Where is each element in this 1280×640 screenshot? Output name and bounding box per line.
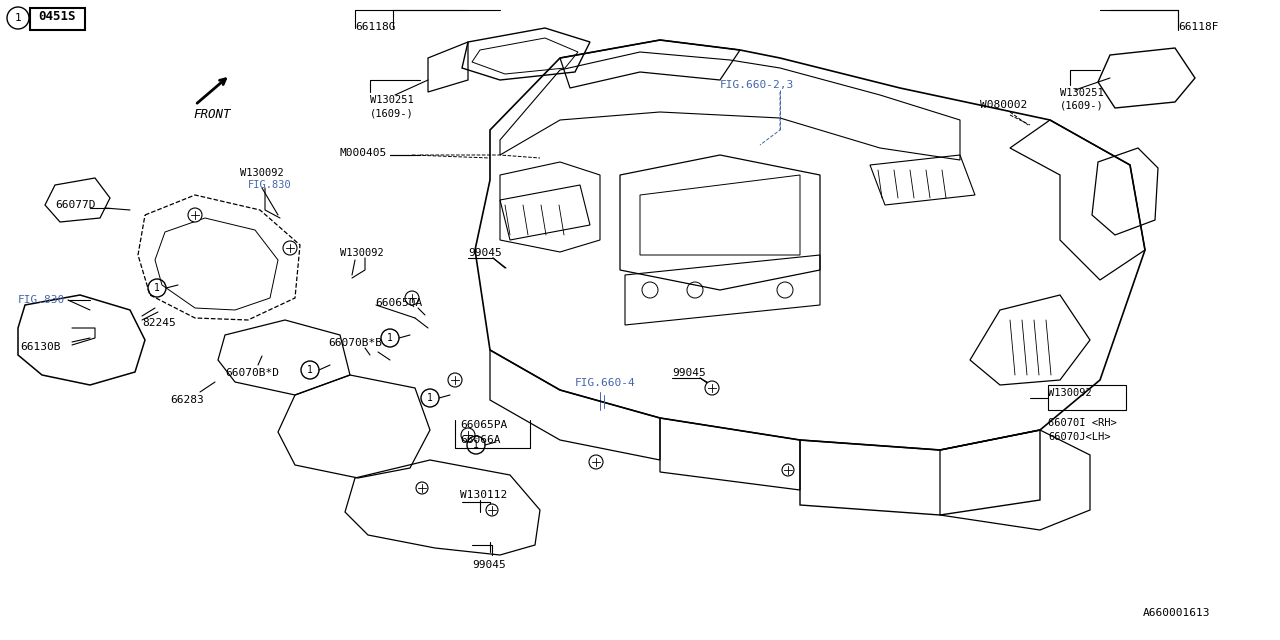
Text: W130092: W130092 [340,248,384,258]
Text: W130112: W130112 [460,490,507,500]
Circle shape [782,464,794,476]
Text: 66130B: 66130B [20,342,60,352]
Text: 66070B*B: 66070B*B [328,338,381,348]
Text: 66283: 66283 [170,395,204,405]
Text: W130251: W130251 [370,95,413,105]
Text: 99045: 99045 [672,368,705,378]
Text: FIG.830: FIG.830 [18,295,65,305]
Circle shape [404,291,419,305]
Text: W130092: W130092 [241,168,284,178]
Text: W130251: W130251 [1060,88,1103,98]
Circle shape [283,241,297,255]
Text: 1: 1 [474,440,479,450]
Bar [29,8,84,30]
Text: FIG.660-2,3: FIG.660-2,3 [719,80,795,90]
Text: 1: 1 [387,333,393,343]
Text: 66118F: 66118F [1178,22,1219,32]
Text: W130092: W130092 [1048,388,1092,398]
Text: FIG.830: FIG.830 [248,180,292,190]
Text: A660001613: A660001613 [1143,608,1210,618]
Text: FRONT: FRONT [193,108,230,121]
Text: 66070J<LH>: 66070J<LH> [1048,432,1111,442]
Bar [1048,385,1126,410]
Circle shape [416,482,428,494]
Circle shape [486,504,498,516]
Text: 66070I <RH>: 66070I <RH> [1048,418,1116,428]
Text: 1: 1 [428,393,433,403]
Circle shape [448,373,462,387]
Text: 1: 1 [154,283,160,293]
Text: 1: 1 [307,365,312,375]
Circle shape [705,381,719,395]
Circle shape [589,455,603,469]
Text: 82245: 82245 [142,318,175,328]
Text: (1609-): (1609-) [1060,101,1103,111]
Text: 66066A: 66066A [460,435,500,445]
Text: M000405: M000405 [340,148,388,158]
Text: 99045: 99045 [468,248,502,258]
Text: 1: 1 [14,13,22,23]
Text: 99045: 99045 [472,560,506,570]
Circle shape [461,428,475,442]
Text: 66065PA: 66065PA [460,420,507,430]
Text: 66065QA: 66065QA [375,298,422,308]
Text: (1609-): (1609-) [370,108,413,118]
Text: 66118G: 66118G [355,22,396,32]
Text: 66070B*D: 66070B*D [225,368,279,378]
Text: 0451S: 0451S [38,10,76,23]
Text: 66077D: 66077D [55,200,96,210]
Text: FIG.660-4: FIG.660-4 [575,378,636,388]
Text: W080002: W080002 [980,100,1028,110]
Circle shape [188,208,202,222]
